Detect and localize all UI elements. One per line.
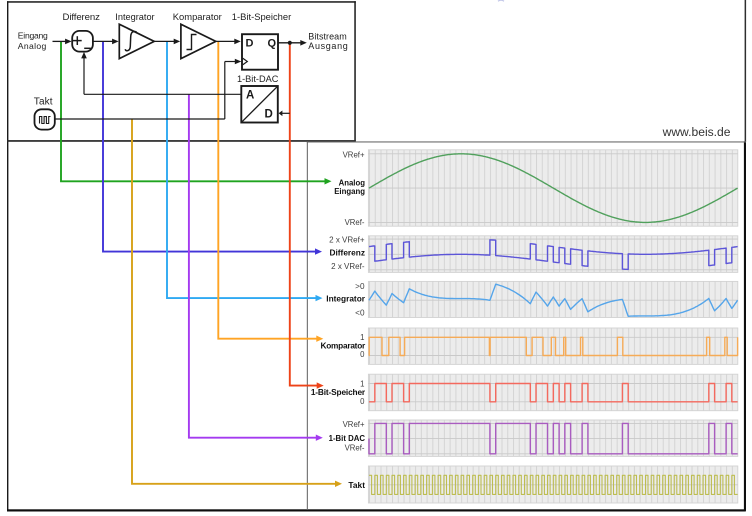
svg-text:0: 0 xyxy=(360,350,365,359)
svg-text:VRef-: VRef- xyxy=(345,444,365,453)
svg-text:Eingang: Eingang xyxy=(18,30,48,40)
svg-text:Takt: Takt xyxy=(348,480,365,490)
svg-text:www.beis.de: www.beis.de xyxy=(662,125,731,139)
svg-text:0: 0 xyxy=(360,397,365,406)
svg-text:Q: Q xyxy=(268,38,277,50)
svg-text:Differenz: Differenz xyxy=(63,12,101,23)
svg-text:Eingang: Eingang xyxy=(334,187,365,196)
svg-text:Takt: Takt xyxy=(34,97,53,108)
svg-text:A: A xyxy=(246,89,254,101)
svg-text:<0: <0 xyxy=(355,308,365,317)
svg-text:Analog: Analog xyxy=(18,41,47,51)
svg-text:Ausgang: Ausgang xyxy=(308,41,348,51)
svg-text:Bitstream: Bitstream xyxy=(308,32,346,42)
svg-text:1: 1 xyxy=(360,333,364,342)
svg-text:1-Bit-DAC: 1-Bit-DAC xyxy=(237,74,279,84)
svg-text:D: D xyxy=(246,38,254,50)
svg-text:Integrator: Integrator xyxy=(326,294,365,304)
svg-text:1: 1 xyxy=(360,379,364,388)
svg-text:>0: >0 xyxy=(355,282,365,291)
svg-text:D: D xyxy=(265,109,273,121)
svg-text:VRef+: VRef+ xyxy=(343,420,365,429)
svg-text:2 x VRef+: 2 x VRef+ xyxy=(329,236,365,245)
svg-text:Differenz: Differenz xyxy=(330,248,366,258)
svg-text:Integrator: Integrator xyxy=(115,12,154,22)
svg-text:1-Bit-Speicher: 1-Bit-Speicher xyxy=(232,11,291,22)
svg-text:Komparator: Komparator xyxy=(320,341,366,351)
svg-text:2 x VRef-: 2 x VRef- xyxy=(331,262,365,271)
svg-text:Analog: Analog xyxy=(339,178,366,187)
svg-text:VRef+: VRef+ xyxy=(343,151,365,160)
svg-text:1-Bit-Speicher: 1-Bit-Speicher xyxy=(311,387,366,397)
svg-text:VRef-: VRef- xyxy=(345,218,365,227)
svg-text:1-Bit DAC: 1-Bit DAC xyxy=(329,434,366,443)
svg-text:Komparator: Komparator xyxy=(173,11,222,22)
